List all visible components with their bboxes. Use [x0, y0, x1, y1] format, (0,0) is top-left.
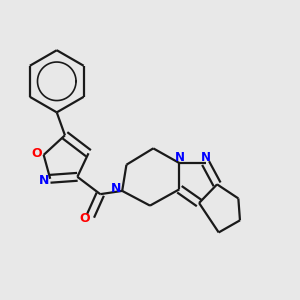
- Text: N: N: [201, 151, 211, 164]
- Text: O: O: [79, 212, 90, 225]
- Text: N: N: [174, 151, 184, 164]
- Text: O: O: [31, 147, 42, 160]
- Text: N: N: [111, 182, 122, 195]
- Text: N: N: [38, 174, 49, 187]
